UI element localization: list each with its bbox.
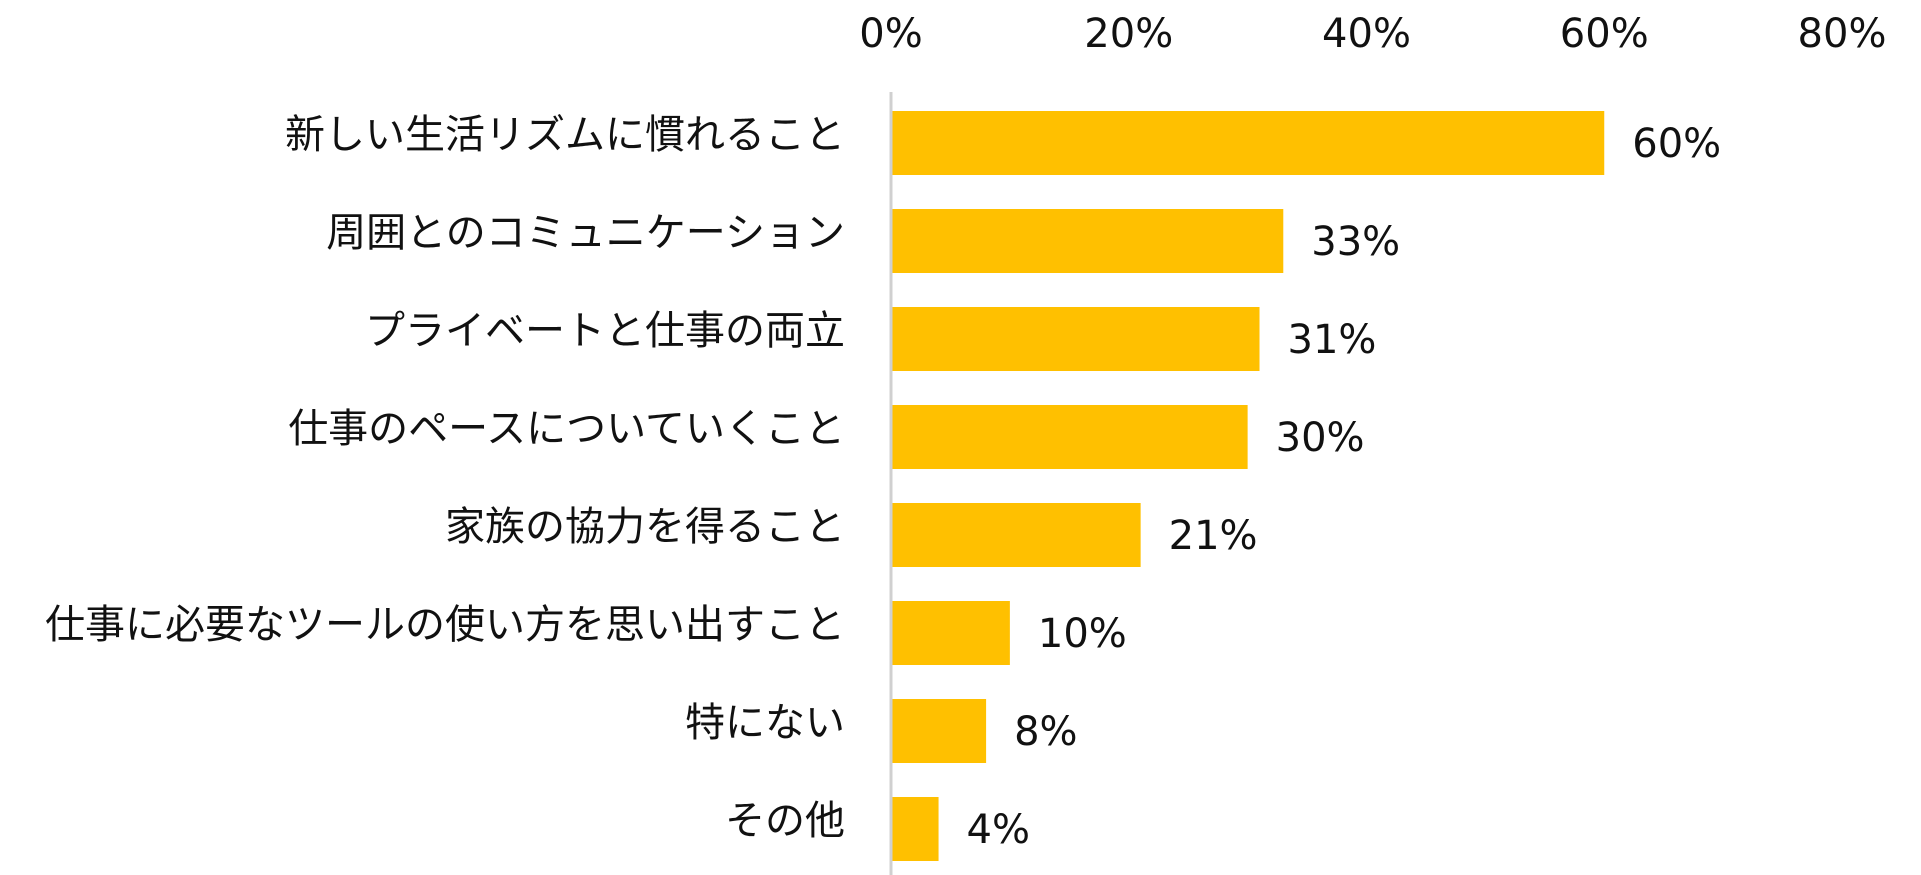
bar bbox=[892, 307, 1260, 371]
category-label: 仕事のペースについていくこと bbox=[288, 406, 845, 452]
category-label: 仕事に必要なツールの使い方を思い出すこと bbox=[45, 602, 845, 648]
x-tick-label: 40% bbox=[1322, 11, 1411, 57]
bar bbox=[892, 797, 939, 861]
bar bbox=[892, 111, 1605, 175]
value-label: 31% bbox=[1288, 317, 1377, 363]
bar bbox=[892, 209, 1284, 273]
value-label: 60% bbox=[1632, 121, 1721, 167]
bars bbox=[892, 111, 1605, 861]
value-labels: 60% 33% 31% 30% 21% 10% 8% 4% bbox=[967, 121, 1722, 853]
x-tick-label: 80% bbox=[1798, 11, 1887, 57]
x-axis-ticks: 0% 20% 40% 60% 80% bbox=[859, 11, 1886, 57]
x-tick-label: 20% bbox=[1084, 11, 1173, 57]
bar bbox=[892, 405, 1248, 469]
category-label: 特にない bbox=[685, 700, 845, 746]
category-label: 新しい生活リズムに慣れること bbox=[285, 112, 845, 158]
bar bbox=[892, 503, 1141, 567]
value-label: 4% bbox=[967, 807, 1030, 853]
category-label: その他 bbox=[725, 798, 845, 844]
value-label: 21% bbox=[1169, 513, 1258, 559]
category-label: 家族の協力を得ること bbox=[445, 504, 845, 550]
x-tick-label: 60% bbox=[1560, 11, 1649, 57]
category-label: 周囲とのコミュニケーション bbox=[326, 210, 845, 256]
category-labels: 新しい生活リズムに慣れること周囲とのコミュニケーションプライベートと仕事の両立仕… bbox=[45, 112, 845, 844]
value-label: 33% bbox=[1311, 219, 1400, 265]
bar bbox=[892, 601, 1010, 665]
value-label: 30% bbox=[1276, 415, 1365, 461]
category-label: プライベートと仕事の両立 bbox=[365, 308, 845, 354]
value-label: 8% bbox=[1014, 709, 1077, 755]
bar bbox=[892, 699, 987, 763]
x-tick-label: 0% bbox=[859, 11, 922, 57]
value-label: 10% bbox=[1038, 611, 1127, 657]
